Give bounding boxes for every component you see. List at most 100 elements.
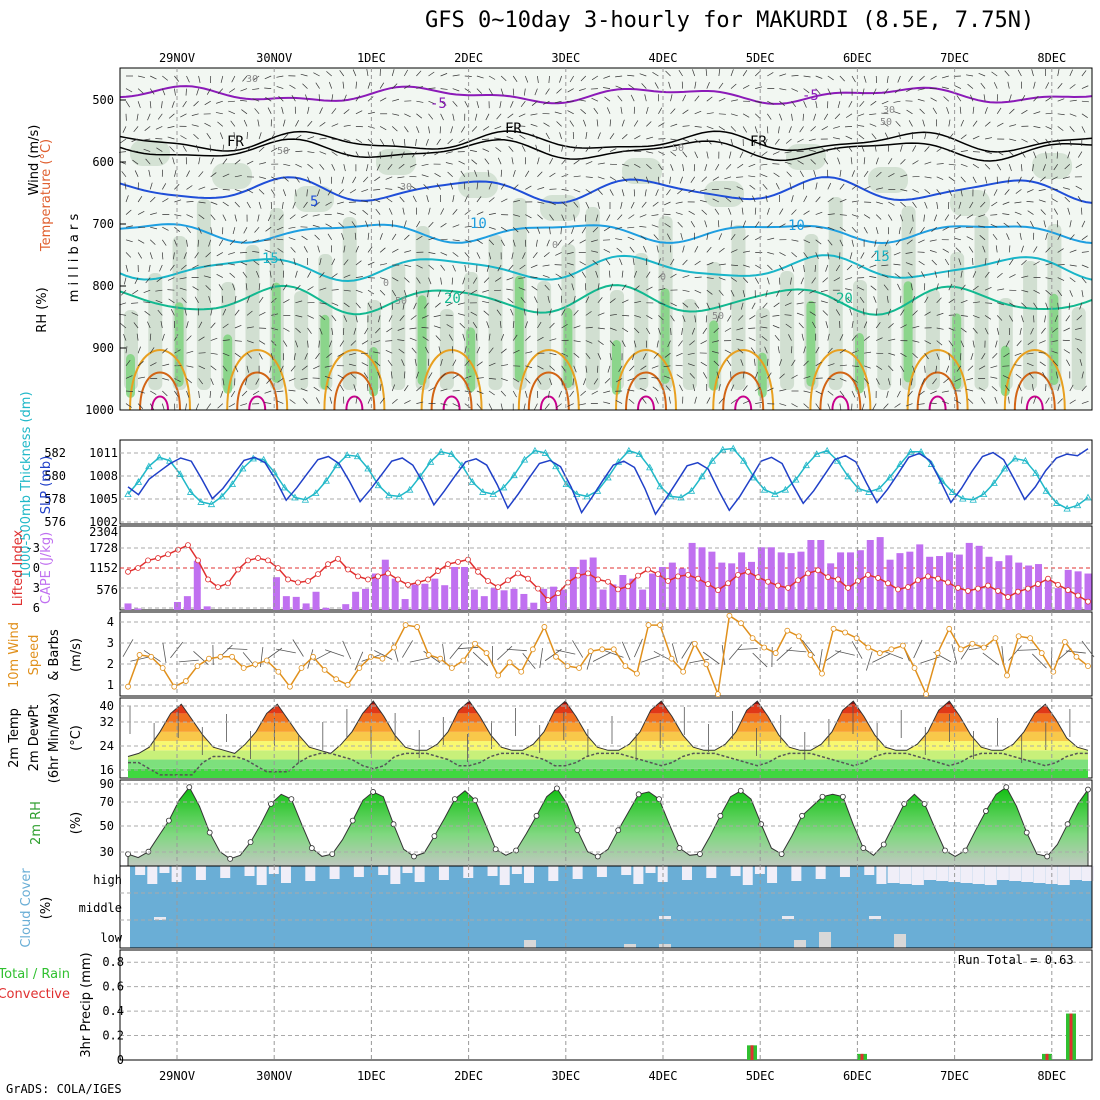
wind-barb xyxy=(123,277,127,285)
rh2m-point xyxy=(349,817,356,824)
wind-barb xyxy=(923,214,925,222)
millibars-axis-title: m i l l i b a r s xyxy=(67,214,82,303)
wind-barb xyxy=(936,201,939,209)
cape-bar xyxy=(777,552,785,610)
wind-barb xyxy=(137,403,144,409)
rh2m-point xyxy=(390,821,397,828)
wind-barb xyxy=(561,309,566,316)
thickness-point xyxy=(280,483,289,491)
wind-barb xyxy=(658,176,660,184)
wind-barb xyxy=(597,201,600,209)
temperature-contour xyxy=(119,130,1093,153)
wind-barb xyxy=(784,302,792,306)
wind-barb xyxy=(811,277,816,284)
contour-35 xyxy=(1025,395,1044,411)
wind-barb xyxy=(476,196,482,203)
wind-barb xyxy=(1069,264,1077,267)
wind-barb xyxy=(472,321,478,329)
high-cloud-gap xyxy=(984,866,997,885)
wind-barb xyxy=(203,275,211,278)
wind-barb xyxy=(655,397,659,404)
wind-barb xyxy=(1075,327,1082,330)
wind-barb xyxy=(909,227,913,234)
wind-speed-point xyxy=(634,670,640,677)
wind-barb xyxy=(271,147,278,152)
wind-barb xyxy=(906,109,913,115)
wind-barb xyxy=(416,70,422,77)
wind-barb xyxy=(1057,138,1061,146)
wind-barb xyxy=(1003,222,1010,228)
wind-barb xyxy=(860,252,865,259)
wind-barb xyxy=(764,138,768,146)
wind-barb xyxy=(1021,109,1028,115)
wind-barb xyxy=(252,88,260,90)
wind-barb xyxy=(331,315,337,322)
wind-barb xyxy=(905,252,913,254)
wind-barb xyxy=(331,289,339,291)
wind-barb xyxy=(718,233,723,240)
wind-barb xyxy=(520,100,526,108)
thickness-point xyxy=(844,472,852,480)
wind-barb xyxy=(535,239,538,247)
high-cloud-gap xyxy=(899,866,912,884)
wind-barb xyxy=(182,101,187,108)
rh-tick: 30 xyxy=(100,845,114,859)
wind-barb xyxy=(537,201,545,204)
wind-barb xyxy=(956,95,962,102)
wind-barb xyxy=(1030,220,1034,228)
wind-barb xyxy=(717,220,720,228)
wind-barb xyxy=(615,75,623,78)
rh-shade-column xyxy=(1023,261,1038,390)
wind-barb xyxy=(521,145,526,152)
wind-barb xyxy=(645,327,651,335)
thickness-point xyxy=(499,483,508,491)
wind-speed-point xyxy=(194,663,201,670)
wind-barb xyxy=(387,359,393,367)
li-tick: 3 xyxy=(33,581,40,595)
lifted-index-point xyxy=(455,558,461,565)
wind-barb xyxy=(701,176,708,182)
date-labels-top: 29NOV 30NOV 1DEC 2DEC 3DEC 4DEC 5DEC 6DEC 7DEC 8D… xyxy=(159,51,1066,65)
high-cloud-gap xyxy=(244,866,255,876)
wind-barb xyxy=(670,138,678,141)
wind-barb xyxy=(476,211,484,215)
wind-barb xyxy=(476,226,484,229)
wind-barb xyxy=(935,365,938,373)
wind-speed-point xyxy=(680,668,687,675)
surface-wind-barb xyxy=(640,655,661,663)
panel-titles: Wind (m/s)Temperature (°C)RH (%)m i l l … xyxy=(0,125,94,1058)
wind-barb xyxy=(954,399,962,404)
wind-barb xyxy=(404,126,409,133)
wind-barb xyxy=(488,378,496,380)
lifted-index-point xyxy=(575,572,581,579)
thickness-point xyxy=(687,486,696,494)
wind-barb xyxy=(779,223,786,228)
wind-barb xyxy=(228,252,236,255)
wind-barb xyxy=(440,403,448,406)
wind-barb xyxy=(1081,264,1089,268)
wind-barb xyxy=(591,250,598,253)
wind10m-axis-title: 10m Wind xyxy=(7,622,22,688)
wind-barb xyxy=(990,376,998,379)
wind-barb xyxy=(694,246,699,253)
wind-barb xyxy=(1032,164,1034,172)
wind-barb xyxy=(869,123,877,127)
wind-barb xyxy=(222,189,230,191)
wind-barb xyxy=(718,277,726,281)
wind-barb xyxy=(367,302,372,310)
rh2m-grid xyxy=(120,783,1092,853)
cape-bar xyxy=(530,602,538,610)
wind-barb xyxy=(206,88,212,95)
high-cloud-gap xyxy=(463,866,474,878)
wind-barb xyxy=(706,246,712,253)
thickness-point xyxy=(823,446,831,454)
thickness-point xyxy=(771,490,779,498)
wind-barb xyxy=(379,247,386,253)
wind-barb xyxy=(874,239,877,247)
wind-barb xyxy=(543,122,550,127)
wind-barb xyxy=(123,333,127,341)
cape-bar xyxy=(1044,579,1052,610)
wind-barb xyxy=(295,327,301,333)
wind-barb xyxy=(651,224,659,228)
wind-barb xyxy=(162,226,169,231)
